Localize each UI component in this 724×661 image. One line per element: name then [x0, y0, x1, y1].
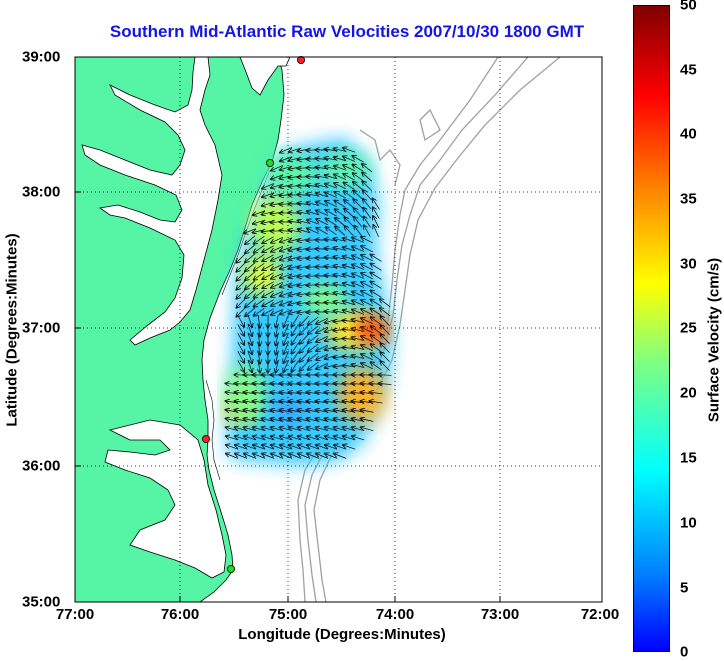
colorbar-tick-label: 40	[680, 126, 697, 143]
y-tick-label: 39:00	[22, 49, 60, 66]
x-tick-label: 74:00	[376, 606, 414, 623]
y-tick-label: 36:00	[22, 458, 60, 475]
x-tick-label: 72:00	[581, 606, 619, 623]
colorbar	[633, 5, 670, 652]
colorbar-tick-label: 45	[680, 62, 697, 79]
colorbar-tick-label: 30	[680, 256, 697, 273]
colorbar-label: Surface Velocity (cm/s)	[706, 258, 723, 422]
x-tick-label: 75:00	[269, 606, 307, 623]
colorbar-tick-label: 35	[680, 191, 697, 208]
colorbar-tick-label: 15	[680, 450, 697, 467]
colorbar-tick-label: 20	[680, 385, 697, 402]
station-marker	[266, 159, 273, 166]
x-axis-label: Longitude (Degrees:Minutes)	[238, 626, 446, 643]
station-marker	[202, 435, 209, 442]
y-tick-label: 38:00	[22, 184, 60, 201]
y-tick-label: 35:00	[22, 594, 60, 611]
y-tick-label: 37:00	[22, 320, 60, 337]
x-tick-label: 73:00	[481, 606, 519, 623]
colorbar-tick-label: 5	[680, 580, 688, 597]
x-tick-label: 76:00	[161, 606, 199, 623]
colorbar-tick-label: 10	[680, 515, 697, 532]
station-marker	[227, 565, 234, 572]
x-tick-label: 77:00	[56, 606, 94, 623]
colorbar-tick-label: 25	[680, 320, 697, 337]
y-axis-label: Latitude (Degrees:Minutes)	[4, 233, 21, 426]
colorbar-tick-label: 50	[680, 0, 697, 14]
colorbar-tick-label: 0	[680, 644, 688, 661]
